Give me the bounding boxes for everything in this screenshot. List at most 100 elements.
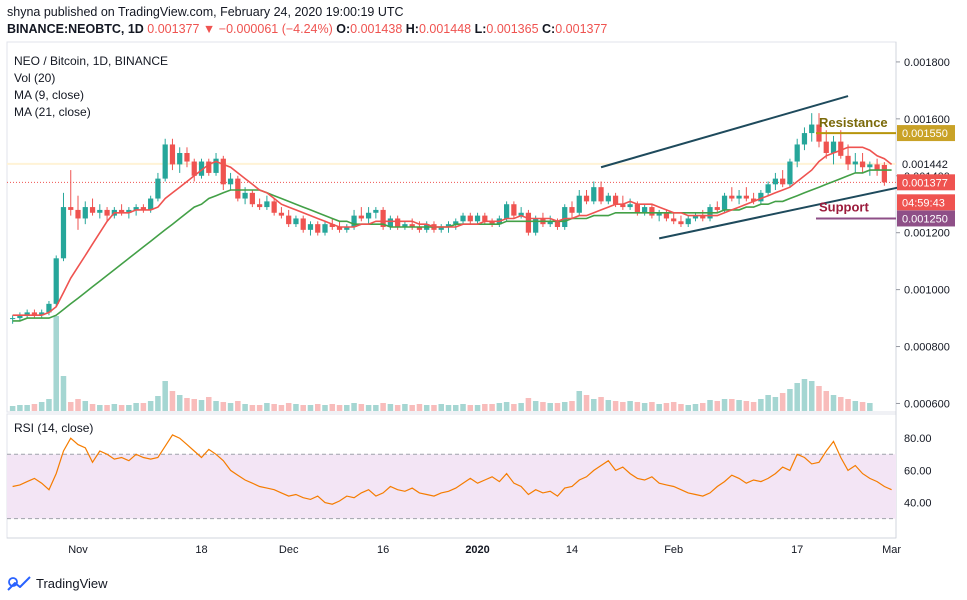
close-value: 0.001377 [555, 22, 608, 36]
countdown-label-box [897, 194, 955, 211]
volume-bar [394, 405, 401, 411]
volume-bar [460, 404, 466, 411]
legend-ma9: MA (9, close) [14, 88, 84, 102]
rsi-line [12, 434, 892, 505]
volume-bar [31, 404, 38, 411]
volume-bar [561, 402, 568, 411]
rsi-tick-label: 80.00 [904, 433, 932, 445]
open-value: 0.001438 [350, 22, 403, 36]
ma9-line [12, 146, 893, 317]
volume-bar [845, 399, 851, 411]
candle-body [634, 204, 640, 213]
candle-body [780, 178, 786, 185]
volume-bar [729, 399, 735, 411]
candle-body [554, 221, 561, 227]
last-price: 0.001377 [147, 22, 200, 36]
volume-bar [692, 404, 699, 411]
price-tick-label: 0.000800 [904, 342, 950, 354]
candle-body [489, 221, 495, 225]
volume-bar [17, 405, 23, 411]
candle-body [235, 178, 241, 199]
volume-bar [445, 405, 452, 411]
volume-bar [329, 404, 336, 411]
support-price-label: 0.001250 [902, 213, 948, 225]
candle-body [518, 212, 524, 216]
candle-body [387, 218, 393, 227]
candle-body [10, 318, 16, 320]
high-label: H: [405, 22, 419, 36]
volume-bar [118, 405, 125, 411]
candle-body [649, 207, 655, 216]
legend-title: NEO / Bitcoin, 1D, BINANCE [14, 54, 168, 68]
volume-bar [278, 405, 285, 411]
candle-body [358, 215, 364, 219]
channel-lower-line [658, 183, 914, 240]
candle-body [605, 195, 611, 202]
volume-bar [322, 405, 328, 411]
candle-body [242, 192, 248, 199]
price-tick-label: 0.001200 [904, 228, 950, 240]
volume-bar [721, 399, 728, 411]
volume-bar [823, 391, 830, 411]
volume-bar [620, 402, 626, 411]
header: shyna published on TradingView.com, Febr… [0, 0, 967, 40]
footer: TradingView [6, 572, 108, 594]
candle-body [700, 215, 706, 219]
candle-body [750, 198, 757, 202]
support-price-label-box [897, 210, 955, 227]
channel-upper-line [600, 95, 849, 169]
time-tick-label: 2020 [465, 544, 489, 556]
candle-body [68, 207, 74, 210]
volume-bar [67, 402, 74, 411]
candle-body [169, 144, 176, 165]
candle-body [729, 195, 735, 199]
volume-bar [431, 405, 437, 411]
published-line: shyna published on TradingView.com, Febr… [7, 5, 404, 19]
volume-bar [380, 403, 386, 411]
countdown-label: 04:59:43 [902, 197, 945, 209]
candle-body [24, 312, 30, 316]
candle-body [598, 187, 604, 202]
candle-body [453, 221, 459, 225]
volume-bar [685, 405, 691, 411]
volume-bar [627, 401, 633, 411]
candle-body [482, 215, 488, 222]
volume-bar [60, 376, 67, 411]
volume-bar [387, 404, 394, 411]
volume-bar [467, 405, 474, 411]
candle-body [562, 207, 568, 227]
tradingview-logo-icon [7, 576, 31, 591]
symbol-line: BINANCE:NEOBTC, 1D 0.001377 ▼ −0.000061 … [7, 22, 607, 36]
volume-bar [235, 401, 241, 411]
footer-brand: TradingView [36, 575, 108, 591]
volume-bar [765, 395, 771, 411]
volume-bar [75, 399, 81, 411]
volume-bar [365, 405, 372, 411]
volume-bar [808, 381, 815, 411]
volume-bar [547, 403, 553, 411]
resistance-price-label-box [897, 125, 955, 142]
candle-body [583, 195, 590, 202]
volume-bar [140, 403, 147, 411]
volume-bar [53, 316, 59, 411]
ma21-line [12, 169, 892, 322]
candle-body [300, 218, 306, 230]
volume-bar [409, 405, 415, 411]
candle-body [801, 133, 808, 145]
candle-body [511, 204, 517, 216]
volume-bar [634, 402, 641, 411]
candle-body [859, 161, 866, 168]
candle-body [322, 224, 328, 233]
rsi-legend: RSI (14, close) [14, 421, 93, 435]
candle-body [823, 141, 829, 153]
volume-bar [147, 401, 154, 411]
chart-canvas[interactable]: 0.0018000.0016000.0014000.0012000.001000… [0, 0, 967, 572]
time-tick-label: Mar [882, 544, 901, 556]
volume-bar [373, 405, 379, 411]
candle-body [445, 224, 452, 227]
volume-bar [714, 401, 721, 411]
volume-bar [89, 404, 96, 411]
candle-body [336, 227, 343, 230]
candle-body [685, 218, 691, 225]
candle-body [467, 215, 473, 222]
